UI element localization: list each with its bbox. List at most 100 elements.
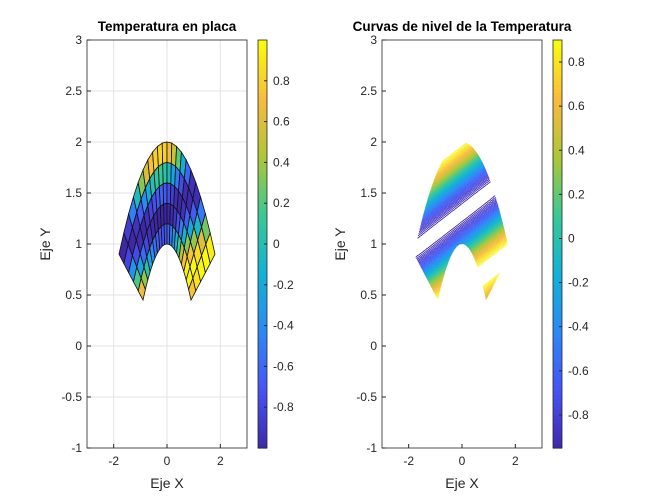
- colorbar-segment: [258, 374, 267, 380]
- colorbar-segment: [258, 309, 267, 314]
- colorbar-segment: [553, 84, 562, 90]
- colorbar-segment: [258, 292, 267, 298]
- colorbar-segment: [258, 244, 267, 249]
- contour-line: [430, 150, 505, 300]
- colorbar-segment: [258, 174, 267, 180]
- colorbar-segment: [553, 150, 562, 155]
- colorbar-segment: [258, 199, 267, 204]
- y-tick-label: 3: [370, 33, 377, 47]
- colorbar-segment: [258, 125, 267, 131]
- colorbar-segment: [258, 427, 267, 433]
- contour-line: [436, 142, 508, 299]
- colorbar-segment: [553, 64, 562, 70]
- x-tick-label: -2: [403, 454, 414, 468]
- contour-xlabel: Eje X: [445, 475, 479, 491]
- colorbar-tick-label: 0: [273, 237, 280, 251]
- colorbar-segment: [258, 137, 267, 143]
- colorbar-segment: [553, 350, 562, 355]
- contour-axes: -2 0 2 -1 -0.5 0 0.5 1 1.5 2 2.5 3: [356, 33, 543, 468]
- colorbar-segment: [553, 72, 562, 78]
- colorbar-segment: [258, 366, 267, 372]
- colorbar-segment: [258, 80, 267, 86]
- colorbar-segment: [258, 60, 267, 66]
- contour-line: [433, 146, 507, 294]
- colorbar-segment: [258, 133, 267, 139]
- contour-line: [418, 174, 498, 265]
- colorbar-segment: [553, 321, 562, 327]
- colorbar-segment: [553, 125, 562, 131]
- colorbar-segment: [553, 121, 562, 127]
- colorbar-segment: [258, 186, 267, 192]
- colorbar-segment: [258, 297, 267, 302]
- colorbar-segment: [553, 272, 562, 278]
- contour-line: [425, 161, 502, 277]
- colorbar-segment: [258, 207, 267, 212]
- colorbar-segment: [258, 227, 267, 233]
- colorbar-segment: [553, 178, 562, 184]
- colorbar-segment: [258, 203, 267, 208]
- contour-line: [430, 151, 505, 287]
- contour-line: [430, 152, 505, 286]
- colorbar-tick-label: 0.6: [273, 115, 290, 129]
- colorbar-segment: [258, 211, 267, 217]
- contour-colorbar: -0.8 -0.6 -0.4 -0.2 0 0.2 0.4 0.6 0.8: [552, 39, 589, 449]
- contour-line: [417, 177, 497, 262]
- contour-lines: [415, 142, 508, 300]
- colorbar-segment: [553, 394, 562, 400]
- colorbar-segment: [553, 423, 562, 429]
- contour-line: [419, 173, 498, 266]
- colorbar-segment: [553, 354, 562, 359]
- colorbar-segment: [258, 248, 267, 253]
- colorbar-segment: [553, 137, 562, 143]
- surface-colorbar: -0.8 -0.6 -0.4 -0.2 0 0.2 0.4 0.6 0.8: [257, 39, 294, 449]
- colorbar-segment: [553, 182, 562, 188]
- contour-line: [422, 166, 500, 272]
- x-tick-label: 0: [164, 454, 171, 468]
- colorbar-segment: [258, 121, 267, 127]
- colorbar-segment: [553, 386, 562, 392]
- colorbar-segment: [258, 407, 267, 412]
- surface-xlabel: Eje X: [150, 475, 184, 491]
- y-tick-label: 2: [370, 135, 377, 149]
- colorbar-segment: [258, 48, 267, 53]
- colorbar-segment: [553, 260, 562, 265]
- colorbar-segment: [258, 358, 267, 363]
- contour-line: [428, 156, 504, 282]
- contour-line: [425, 159, 503, 278]
- colorbar-segment: [553, 129, 562, 135]
- contour-line: [429, 153, 505, 286]
- contour-line: [422, 167, 500, 271]
- contour-line: [428, 155, 504, 283]
- y-tick-label: 1.5: [360, 186, 377, 200]
- colorbar-segment: [553, 435, 562, 441]
- colorbar-segment: [258, 390, 267, 396]
- colorbar-segment: [553, 211, 562, 217]
- contour-line: [436, 143, 508, 298]
- colorbar-segment: [258, 276, 267, 282]
- colorbar-segment: [258, 178, 267, 184]
- colorbar-segment: [553, 97, 562, 102]
- colorbar-segment: [258, 284, 267, 290]
- colorbar-segment: [258, 431, 267, 437]
- colorbar-segment: [553, 366, 562, 372]
- contour-line: [426, 158, 503, 280]
- colorbar-segment: [258, 97, 267, 102]
- y-tick-label: 2.5: [360, 84, 377, 98]
- colorbar-segment: [553, 284, 562, 290]
- colorbar-segment: [258, 195, 267, 200]
- colorbar-segment: [258, 260, 267, 265]
- colorbar-box: [552, 39, 563, 449]
- colorbar-segment: [258, 423, 267, 429]
- colorbar-segment: [258, 88, 267, 94]
- colorbar-segment: [258, 52, 267, 57]
- colorbar-segment: [258, 305, 267, 310]
- contour-line: [431, 149, 506, 299]
- colorbar-segment: [553, 190, 562, 196]
- colorbar-segment: [258, 317, 267, 323]
- colorbar-tick-label: 0: [568, 231, 575, 245]
- colorbar-segment: [258, 142, 267, 147]
- colorbar-segment: [258, 231, 267, 237]
- contour-line: [421, 168, 500, 270]
- colorbar-segment: [258, 101, 267, 106]
- colorbar-segment: [553, 309, 562, 314]
